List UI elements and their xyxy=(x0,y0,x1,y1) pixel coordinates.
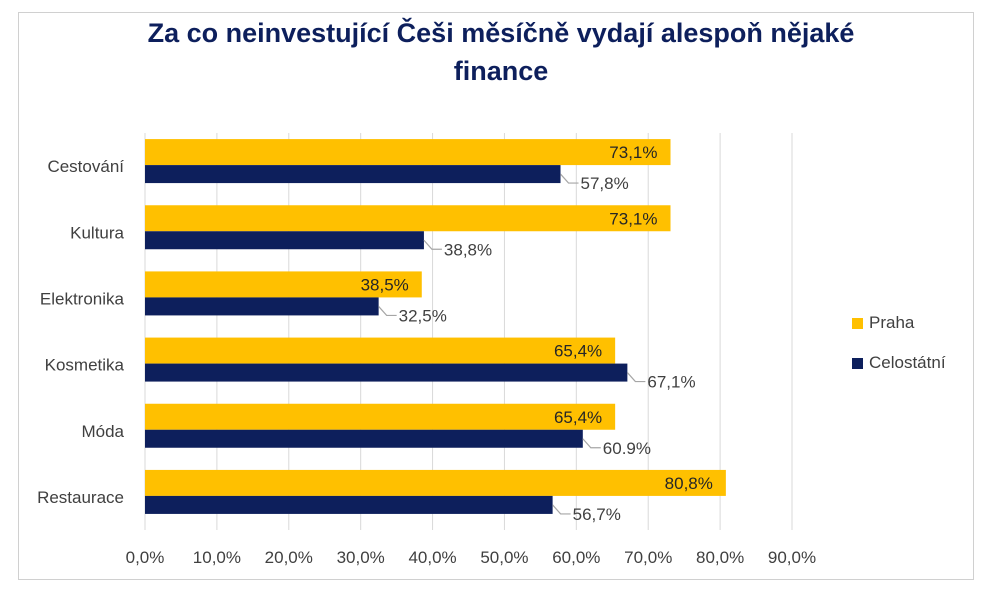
x-tick-label: 40,0% xyxy=(408,548,456,567)
bar-celostatni-cestovani xyxy=(145,165,561,184)
bar-praha-cestovani xyxy=(145,139,671,166)
data-label-celostatni-restaurace: 56,7% xyxy=(573,505,621,524)
bar-praha-elektronika xyxy=(145,271,422,298)
x-tick-label: 70,0% xyxy=(624,548,672,567)
category-label-kosmetika: Kosmetika xyxy=(45,356,125,375)
bar-praha-restaurace xyxy=(145,469,726,496)
leader-line-restaurace xyxy=(552,504,571,515)
data-label-praha-kosmetika: 65,4% xyxy=(554,342,602,361)
data-label-praha-cestovani: 73,1% xyxy=(609,143,657,162)
data-label-celostatni-cestovani: 57,8% xyxy=(581,174,629,193)
legend-swatch-praha xyxy=(852,317,863,329)
legend-swatch-celostatni xyxy=(852,357,863,369)
legend-label-celostatni: Celostátní xyxy=(869,353,946,372)
data-label-praha-moda: 65,4% xyxy=(554,408,602,427)
data-label-celostatni-elektronika: 32,5% xyxy=(399,306,447,325)
x-tick-label: 10,0% xyxy=(193,548,241,567)
data-label-praha-elektronika: 38,5% xyxy=(361,275,409,294)
x-tick-label: 30,0% xyxy=(337,548,385,567)
data-label-celostatni-kosmetika: 67,1% xyxy=(647,373,695,392)
legend-item-praha: Praha xyxy=(852,312,946,334)
category-label-moda: Móda xyxy=(81,422,124,441)
x-tick-label: 60,0% xyxy=(552,548,600,567)
x-tick-label: 90,0% xyxy=(768,548,816,567)
data-label-celostatni-kultura: 38,8% xyxy=(444,240,492,259)
bar-celostatni-kultura xyxy=(145,231,424,250)
data-label-celostatni-moda: 60.9% xyxy=(603,439,651,458)
bar-praha-kosmetika xyxy=(145,337,616,364)
legend: Praha Celostátní xyxy=(852,312,946,392)
bar-praha-kultura xyxy=(145,205,671,232)
data-label-praha-kultura: 73,1% xyxy=(609,209,657,228)
legend-label-praha: Praha xyxy=(869,313,915,332)
leader-line-elektronika xyxy=(378,306,397,317)
bar-praha-moda xyxy=(145,403,616,430)
chart-title-line-1: Za co neinvestující Češi měsíčně vydají … xyxy=(147,18,855,48)
leader-line-cestovani xyxy=(560,173,579,184)
bar-celostatni-kosmetika xyxy=(145,363,628,382)
legend-item-celostatni: Celostátní xyxy=(852,352,946,374)
leader-line-kultura xyxy=(423,239,442,250)
data-label-praha-restaurace: 80,8% xyxy=(665,474,713,493)
x-tick-label: 20,0% xyxy=(265,548,313,567)
bar-celostatni-elektronika xyxy=(145,297,379,316)
leader-line-moda xyxy=(582,438,601,449)
bar-celostatni-restaurace xyxy=(145,495,553,514)
x-tick-label: 0,0% xyxy=(126,548,165,567)
bar-celostatni-moda xyxy=(145,429,583,448)
x-tick-label: 50,0% xyxy=(480,548,528,567)
chart-title: Za co neinvestující Češi měsíčně vydají … xyxy=(0,14,1002,90)
category-label-elektronika: Elektronika xyxy=(40,289,125,308)
category-label-restaurace: Restaurace xyxy=(37,488,124,507)
x-tick-label: 80,0% xyxy=(696,548,744,567)
leader-line-kosmetika xyxy=(626,372,646,383)
chart-title-line-2: finance xyxy=(453,56,549,86)
category-label-kultura: Kultura xyxy=(70,223,124,242)
category-label-cestovani: Cestování xyxy=(47,157,124,176)
